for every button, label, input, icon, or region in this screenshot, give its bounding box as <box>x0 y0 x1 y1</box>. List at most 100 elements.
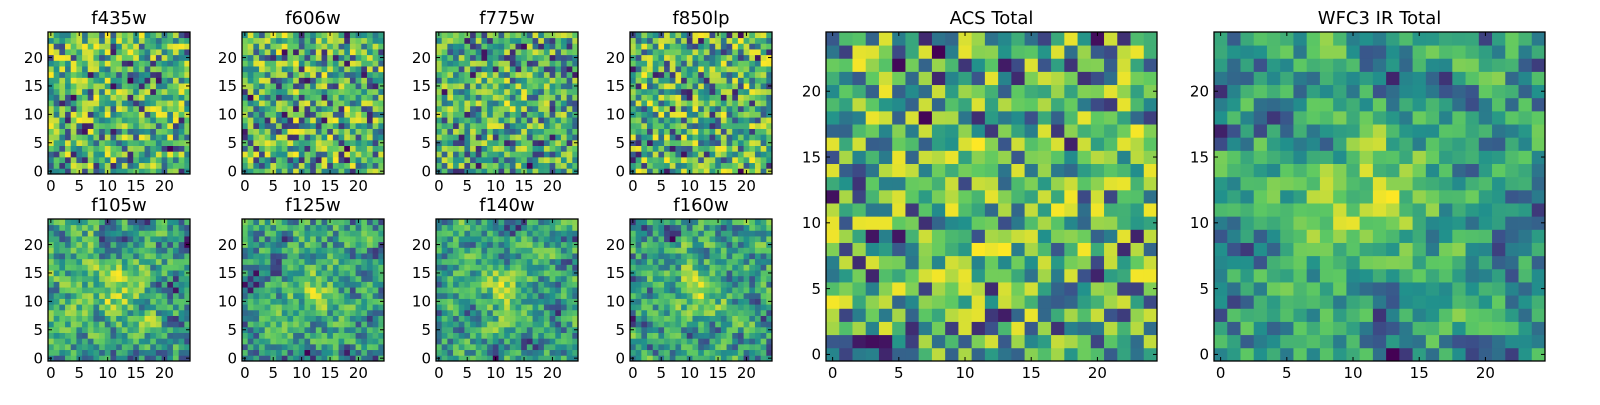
heatmap-cell <box>361 310 367 316</box>
heatmap-cell <box>253 293 259 299</box>
heatmap-cell <box>481 293 487 299</box>
heatmap-cell <box>487 321 493 327</box>
heatmap-cell <box>339 134 345 140</box>
heatmap-cell <box>698 321 704 327</box>
heatmap-cell <box>533 316 539 322</box>
heatmap-cell <box>122 299 128 305</box>
heatmap-cell <box>761 77 767 83</box>
heatmap-cell <box>145 350 151 356</box>
heatmap-cell <box>110 230 116 236</box>
heatmap-cell <box>498 247 504 253</box>
heatmap-cell <box>636 134 642 140</box>
heatmap-cell <box>293 333 299 339</box>
heatmap-cell <box>453 134 459 140</box>
heatmap-cell <box>248 66 254 72</box>
heatmap-cell <box>350 219 356 225</box>
heatmap-cell <box>333 43 339 49</box>
heatmap-cell <box>550 264 556 270</box>
heatmap-cell <box>561 333 567 339</box>
heatmap-cell <box>133 327 139 333</box>
heatmap-cell <box>527 163 533 169</box>
heatmap-cells <box>48 219 190 361</box>
heatmap-cell <box>567 310 573 316</box>
heatmap-cell <box>675 299 681 305</box>
heatmap-cell <box>755 89 761 95</box>
heatmap-cell <box>265 247 271 253</box>
heatmap-cell <box>442 66 448 72</box>
heatmap-cell <box>179 123 185 129</box>
heatmap-cell <box>82 281 88 287</box>
heatmap-cell <box>173 287 179 293</box>
heatmap-cell <box>344 83 350 89</box>
heatmap-cell <box>544 134 550 140</box>
heatmap-cell <box>287 163 293 169</box>
heatmap-cell <box>156 281 162 287</box>
heatmap-cell <box>310 134 316 140</box>
heatmap-cell <box>116 163 122 169</box>
heatmap-cell <box>436 77 442 83</box>
heatmap-cell <box>253 287 259 293</box>
heatmap-cell <box>470 276 476 282</box>
heatmap-cell <box>550 49 556 55</box>
heatmap-cell <box>270 83 276 89</box>
heatmap-cell <box>436 123 442 129</box>
heatmap-cell <box>110 140 116 146</box>
heatmap-cell <box>54 327 60 333</box>
heatmap-cell <box>653 123 659 129</box>
heatmap-cell <box>504 276 510 282</box>
heatmap-cell <box>48 333 54 339</box>
heatmap-cell <box>476 350 482 356</box>
heatmap-cell <box>299 350 305 356</box>
heatmap-cell <box>316 293 322 299</box>
heatmap-cell <box>322 112 328 118</box>
heatmap-cell <box>521 106 527 112</box>
y-tick-label: 15 <box>412 77 431 95</box>
heatmap-cell <box>344 72 350 78</box>
heatmap-cell <box>721 293 727 299</box>
heatmap-cell <box>738 140 744 146</box>
heatmap-cell <box>54 338 60 344</box>
heatmap-cell <box>516 247 522 253</box>
heatmap-cell <box>82 344 88 350</box>
heatmap-cell <box>755 146 761 152</box>
heatmap-cell <box>322 281 328 287</box>
heatmap-cell <box>287 94 293 100</box>
heatmap-cell <box>459 117 465 123</box>
heatmap-cell <box>470 106 476 112</box>
heatmap-cell <box>687 60 693 66</box>
heatmap-cell <box>282 140 288 146</box>
heatmap-cell <box>755 310 761 316</box>
heatmap-cell <box>641 83 647 89</box>
heatmap-cell <box>276 344 282 350</box>
heatmap-cell <box>93 236 99 242</box>
heatmap-cell <box>521 89 527 95</box>
heatmap-cell <box>265 304 271 310</box>
heatmap-cell <box>476 140 482 146</box>
heatmap-cell <box>538 83 544 89</box>
heatmap-cell <box>550 316 556 322</box>
heatmap-cell <box>248 89 254 95</box>
heatmap-cell <box>88 293 94 299</box>
heatmap-cell <box>361 321 367 327</box>
heatmap-cell <box>670 310 676 316</box>
heatmap-cell <box>116 338 122 344</box>
heatmap-cell <box>464 304 470 310</box>
heatmap-cell <box>82 236 88 242</box>
heatmap-cell <box>248 129 254 135</box>
heatmap-cell <box>367 281 373 287</box>
heatmap-cell <box>561 112 567 118</box>
heatmap-cell <box>65 89 71 95</box>
heatmap-cell <box>653 293 659 299</box>
heatmap-cell <box>327 264 333 270</box>
heatmap-cell <box>327 72 333 78</box>
heatmap-cell <box>459 43 465 49</box>
heatmap-cell <box>744 55 750 61</box>
heatmap-cell <box>761 89 767 95</box>
heatmap-cell <box>293 287 299 293</box>
heatmap-cell <box>316 259 322 265</box>
heatmap-cell <box>550 287 556 293</box>
heatmap-cell <box>533 163 539 169</box>
heatmap-cell <box>510 281 516 287</box>
heatmap-cell <box>333 281 339 287</box>
heatmap-cell <box>361 287 367 293</box>
